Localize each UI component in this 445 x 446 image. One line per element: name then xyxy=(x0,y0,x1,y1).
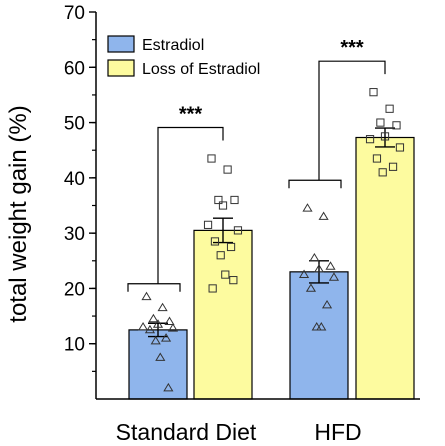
significance-bracket-1: *** xyxy=(288,37,386,189)
legend-label-1: Loss of Estradiol xyxy=(142,61,260,78)
bar-1-0 xyxy=(289,271,349,400)
point-1-1-6 xyxy=(395,143,405,152)
point-0-0-0 xyxy=(141,291,152,301)
significance-bracket-0: *** xyxy=(127,104,224,292)
point-0-0-10 xyxy=(155,352,166,361)
point-1-0-0 xyxy=(302,203,313,212)
category-label-1: HFD xyxy=(314,419,361,445)
point-0-0-3 xyxy=(164,316,175,325)
legend-item-1: Loss of Estradiol xyxy=(107,59,260,78)
y-tick-label-50: 50 xyxy=(64,114,85,135)
point-1-0-6 xyxy=(328,272,340,281)
point-0-1-0 xyxy=(207,154,216,163)
significance-label-0: *** xyxy=(179,104,203,126)
axes: 10 20 30 40 50 60 70 Standard Diet HFD xyxy=(64,3,420,445)
point-0-1-4 xyxy=(218,201,228,210)
point-0-0-11 xyxy=(163,382,174,392)
legend-swatch-1 xyxy=(107,59,135,77)
bars xyxy=(128,136,415,400)
point-0-1-7 xyxy=(210,237,220,246)
significance-brackets: *** *** xyxy=(127,37,386,292)
data-points xyxy=(137,88,405,392)
significance-label-1: *** xyxy=(340,37,364,59)
legend: Estradiol Loss of Estradiol xyxy=(107,35,260,78)
error-bars xyxy=(148,127,395,338)
y-tick-label-30: 30 xyxy=(64,224,85,245)
point-0-1-5 xyxy=(203,220,213,229)
point-0-1-9 xyxy=(216,251,225,260)
point-1-1-1 xyxy=(385,104,394,113)
legend-swatch-0 xyxy=(107,35,135,53)
legend-item-0: Estradiol xyxy=(107,35,204,54)
point-1-0-5 xyxy=(298,269,310,278)
point-1-1-7 xyxy=(372,154,382,163)
point-0-0-8 xyxy=(160,333,172,342)
point-1-0-8 xyxy=(321,299,333,309)
category-label-0: Standard Diet xyxy=(116,419,257,445)
point-1-1-0 xyxy=(369,88,378,97)
point-0-0-1 xyxy=(157,302,168,312)
bar-1-1 xyxy=(355,136,415,400)
point-1-0-2 xyxy=(309,252,320,262)
point-1-1-2 xyxy=(376,118,385,127)
point-1-0-3 xyxy=(325,261,336,270)
y-tick-label-40: 40 xyxy=(64,169,85,190)
point-0-1-3 xyxy=(230,195,239,205)
point-0-1-8 xyxy=(226,242,236,252)
point-1-0-1 xyxy=(318,211,329,220)
point-1-1-8 xyxy=(388,162,398,171)
point-0-0-7 xyxy=(144,324,156,334)
point-0-1-10 xyxy=(221,270,230,279)
point-0-0-9 xyxy=(150,335,161,345)
y-tick-label-10: 10 xyxy=(64,335,85,356)
y-tick-label-20: 20 xyxy=(64,279,85,300)
error-bar-0-1 xyxy=(213,217,233,244)
point-1-0-4 xyxy=(313,264,325,273)
legend-label-0: Estradiol xyxy=(142,37,204,54)
y-tick-label-60: 60 xyxy=(64,58,85,79)
bar-0-1 xyxy=(193,229,253,400)
point-1-0-7 xyxy=(305,283,317,292)
point-0-1-11 xyxy=(229,276,238,285)
y-axis-title: total weight gain (%) xyxy=(5,105,32,322)
point-0-1-1 xyxy=(223,165,232,174)
point-1-1-4 xyxy=(380,132,390,141)
point-0-1-2 xyxy=(214,195,223,205)
point-0-0-4 xyxy=(152,319,164,328)
point-0-0-6 xyxy=(167,323,179,332)
point-0-1-12 xyxy=(208,284,217,293)
point-1-1-5 xyxy=(365,135,375,144)
point-0-0-2 xyxy=(148,313,159,323)
point-1-0-10 xyxy=(316,322,327,331)
point-1-1-3 xyxy=(392,121,401,130)
error-bar-1-1 xyxy=(375,127,395,148)
point-1-1-9 xyxy=(378,168,387,177)
y-tick-label-70: 70 xyxy=(64,3,85,24)
point-0-1-6 xyxy=(233,226,243,235)
point-0-0-5 xyxy=(137,322,149,331)
